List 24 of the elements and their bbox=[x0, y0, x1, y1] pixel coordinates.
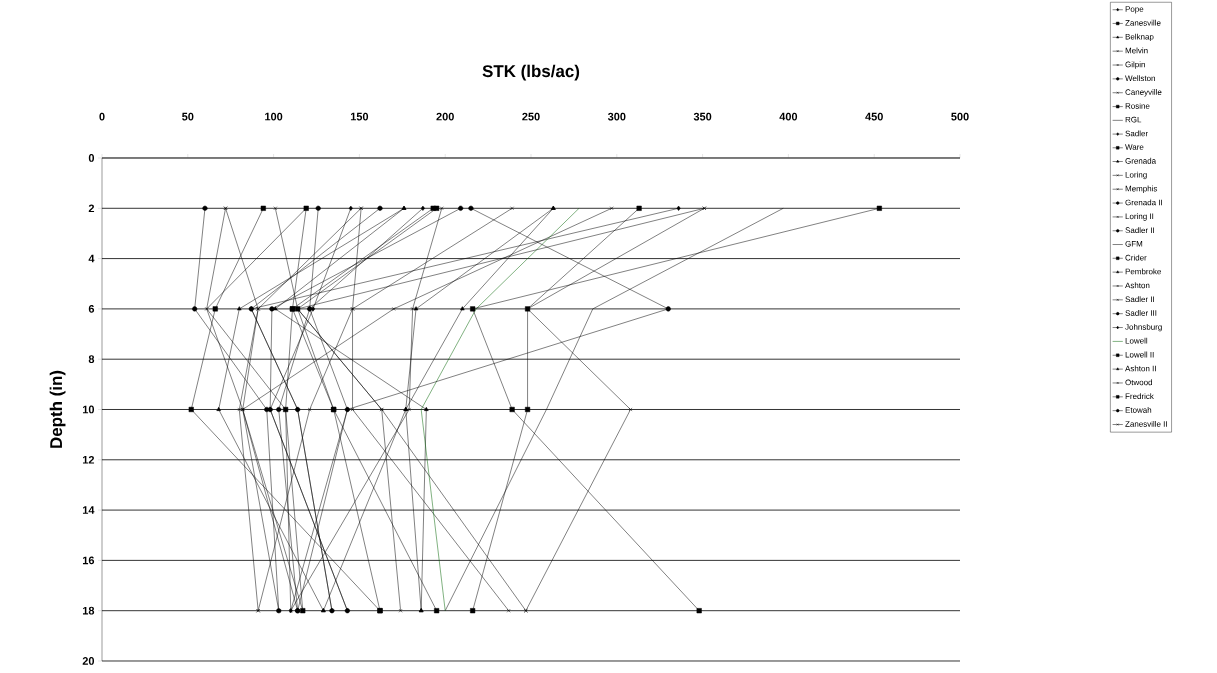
x-tick-label: 500 bbox=[951, 112, 969, 121]
x-tick-label: 250 bbox=[522, 112, 540, 121]
chart-title: STK (lbs/ac) bbox=[482, 64, 580, 81]
x-tick-label: 200 bbox=[436, 112, 454, 121]
x-tick-label: 100 bbox=[265, 112, 283, 121]
y-tick-label: 18 bbox=[82, 606, 95, 615]
y-tick-label: 20 bbox=[82, 657, 95, 665]
y-tick-label: 8 bbox=[88, 355, 95, 364]
x-tick-label: 450 bbox=[865, 112, 883, 121]
y-tick-label: 4 bbox=[88, 254, 95, 263]
x-tick-label: 0 bbox=[99, 112, 105, 121]
y-axis-title: Depth (in) bbox=[49, 370, 66, 448]
y-tick-label: 2 bbox=[88, 204, 95, 213]
y-tick-label: 14 bbox=[82, 506, 95, 514]
y-tick-label: 12 bbox=[82, 455, 95, 464]
y-tick-label: 6 bbox=[88, 305, 95, 313]
x-tick-label: 300 bbox=[607, 112, 626, 121]
y-tick-label: 16 bbox=[82, 556, 95, 565]
y-tick-label: 0 bbox=[88, 154, 95, 162]
x-tick-label: 150 bbox=[350, 112, 369, 121]
y-tick-label: 10 bbox=[82, 405, 95, 414]
x-tick-label: 400 bbox=[779, 112, 798, 121]
x-tick-label: 350 bbox=[693, 112, 712, 121]
x-tick-label: 50 bbox=[182, 112, 194, 121]
